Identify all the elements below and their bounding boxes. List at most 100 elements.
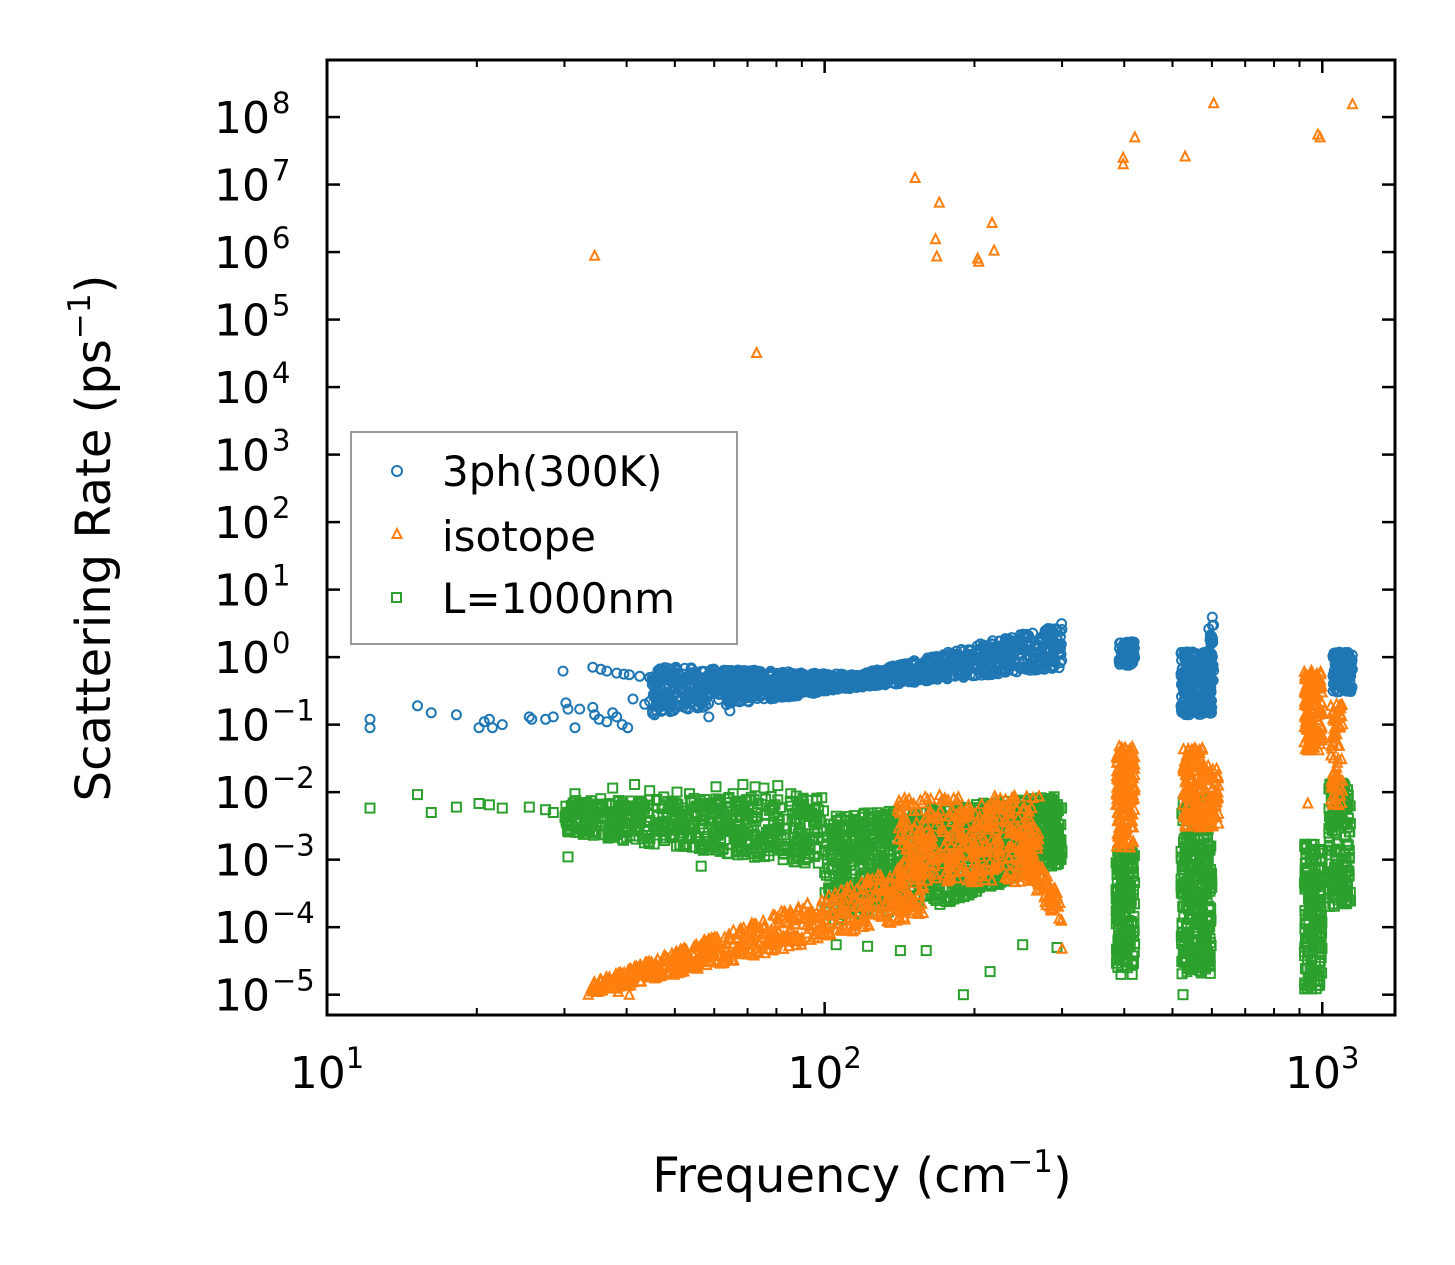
square-marker <box>674 810 686 821</box>
square-marker <box>1310 870 1322 882</box>
square-marker <box>605 823 617 834</box>
square-marker <box>846 826 858 837</box>
triangle-marker <box>588 248 601 261</box>
triangle-marker <box>1178 149 1192 162</box>
triangle-marker <box>929 231 942 245</box>
square-marker <box>1329 864 1341 876</box>
square-marker <box>737 779 749 790</box>
square-marker <box>1345 895 1356 907</box>
square-marker <box>668 804 680 816</box>
square-marker <box>760 793 772 805</box>
square-marker <box>671 786 683 798</box>
square-marker <box>720 805 732 817</box>
triangle-marker <box>930 249 943 262</box>
square-marker <box>1117 877 1128 889</box>
data-markers <box>364 96 1359 1001</box>
square-marker <box>1304 925 1316 937</box>
square-marker <box>831 833 843 844</box>
square-marker <box>733 818 745 830</box>
square-marker <box>799 852 811 864</box>
square-marker <box>784 795 796 807</box>
square-marker <box>1188 831 1200 843</box>
square-marker <box>1185 896 1197 908</box>
square-marker <box>587 827 598 839</box>
square-marker <box>879 818 891 830</box>
square-marker <box>828 826 840 838</box>
square-marker <box>686 832 697 844</box>
square-marker <box>1204 879 1216 890</box>
square-marker <box>652 810 664 822</box>
square-marker <box>1129 898 1140 910</box>
square-marker <box>688 819 700 831</box>
square-marker <box>733 835 745 847</box>
square-marker <box>1307 923 1319 935</box>
square-marker <box>841 867 853 879</box>
square-marker <box>1330 824 1341 836</box>
square-marker <box>865 810 877 822</box>
square-marker <box>1128 955 1139 967</box>
square-marker <box>569 788 581 800</box>
square-marker <box>1299 883 1311 895</box>
square-marker <box>1304 978 1316 990</box>
square-marker <box>797 838 809 850</box>
square-marker <box>773 815 785 827</box>
square-marker <box>697 810 709 822</box>
square-marker <box>582 799 594 811</box>
square-marker <box>664 819 676 831</box>
square-marker <box>787 822 799 834</box>
square-marker <box>1299 905 1311 917</box>
triangle-marker <box>1128 130 1141 143</box>
square-marker <box>862 940 874 952</box>
square-marker <box>664 831 676 843</box>
square-marker <box>1177 886 1188 898</box>
square-marker <box>600 799 612 811</box>
square-marker <box>932 889 944 900</box>
square-marker <box>1316 967 1328 979</box>
square-marker <box>1307 846 1319 858</box>
square-marker <box>781 842 793 854</box>
square-marker <box>1343 852 1355 864</box>
square-marker <box>1110 912 1122 924</box>
square-marker <box>715 837 727 849</box>
square-marker <box>665 797 677 808</box>
square-marker <box>1203 900 1215 912</box>
square-marker <box>795 805 807 817</box>
square-marker <box>1324 900 1335 912</box>
square-marker <box>1179 841 1191 853</box>
square-marker <box>819 844 831 856</box>
square-marker <box>1116 865 1128 876</box>
square-marker <box>797 803 809 815</box>
square-marker <box>879 834 890 846</box>
square-marker <box>562 851 574 863</box>
square-marker <box>1315 939 1326 951</box>
square-marker <box>1191 926 1202 938</box>
square-marker <box>412 789 423 801</box>
square-marker <box>749 781 761 793</box>
square-marker <box>580 811 592 823</box>
square-marker <box>952 890 964 902</box>
triangle-marker <box>908 170 922 183</box>
square-marker <box>483 799 495 811</box>
square-marker <box>831 852 843 864</box>
square-marker <box>1197 938 1209 950</box>
square-marker <box>1050 839 1062 851</box>
triangle-marker <box>985 215 999 228</box>
square-marker <box>717 843 729 855</box>
square-marker <box>1110 884 1122 896</box>
square-marker <box>833 840 845 852</box>
square-marker <box>599 811 611 823</box>
square-marker <box>450 801 462 813</box>
triangle-marker <box>933 195 946 208</box>
square-marker <box>540 804 552 816</box>
square-marker <box>844 842 856 854</box>
square-marker <box>637 830 648 842</box>
square-marker <box>1204 967 1216 979</box>
square-marker <box>1178 932 1190 944</box>
square-marker <box>1337 818 1349 830</box>
square-marker <box>878 811 890 823</box>
square-marker <box>772 780 784 792</box>
square-marker <box>799 841 811 852</box>
triangle-marker <box>1346 96 1359 110</box>
square-marker <box>949 889 961 901</box>
